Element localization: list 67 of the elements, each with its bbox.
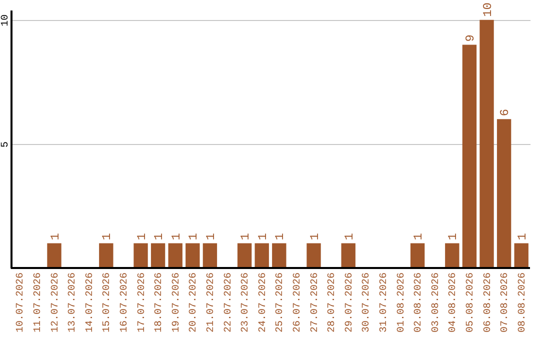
x-tick-label: 14.07.2026 [84, 272, 96, 333]
bar [99, 243, 114, 268]
bar [150, 243, 166, 268]
x-tick-label: 17.07.2026 [136, 272, 148, 333]
x-tick-label: 11.07.2026 [32, 272, 44, 333]
data-label: 1 [48, 232, 62, 240]
x-tick-label: 12.07.2026 [50, 272, 62, 333]
bar [47, 243, 62, 268]
data-label: 1 [446, 232, 460, 240]
x-tick-label: 13.07.2026 [68, 272, 79, 333]
data-label: 10 [480, 2, 495, 17]
x-tick-label: 19.07.2026 [171, 272, 182, 333]
x-tick-label: 24.07.2026 [258, 272, 269, 333]
x-tick-label: 15.07.2026 [102, 272, 114, 333]
data-label: 1 [256, 232, 270, 240]
x-tick-label: 16.07.2026 [119, 272, 130, 333]
data-label: 1 [134, 232, 149, 240]
x-tick-label: 21.07.2026 [206, 272, 217, 333]
bar [480, 20, 494, 268]
bar [134, 243, 148, 268]
x-tick-label: 22.07.2026 [223, 272, 234, 333]
bar [496, 119, 512, 268]
data-label: 1 [204, 232, 218, 240]
bar [202, 243, 218, 268]
bar [445, 243, 460, 268]
x-tick-label: 25.07.2026 [275, 272, 286, 333]
data-label: 1 [238, 232, 253, 240]
x-tick-label: 18.07.2026 [154, 272, 166, 333]
x-tick-label: 10.07.2026 [16, 272, 27, 333]
x-tick-label: 30.07.2026 [362, 272, 373, 333]
bar [462, 44, 477, 268]
x-tick-label: 31.07.2026 [378, 272, 390, 333]
x-tick-label: 26.07.2026 [292, 272, 304, 333]
data-label: 9 [463, 34, 478, 42]
x-tick-label: 05.08.2026 [465, 272, 476, 333]
x-tick-label: 23.07.2026 [240, 272, 252, 333]
data-label: 1 [169, 232, 184, 240]
y-tick-label: 5 [0, 141, 12, 148]
bar [237, 243, 252, 268]
data-label: 1 [342, 232, 356, 240]
bar [168, 243, 182, 268]
data-label: 1 [412, 232, 426, 240]
bar [254, 243, 269, 268]
bar [186, 243, 200, 268]
x-tick-label: 28.07.2026 [327, 272, 338, 333]
data-label: 1 [186, 232, 201, 240]
x-tick-label: 20.07.2026 [188, 272, 200, 333]
x-tick-label: 04.08.2026 [448, 272, 460, 333]
data-label: 1 [152, 232, 166, 240]
x-tick-label: 03.08.2026 [430, 272, 442, 333]
data-label: 1 [515, 232, 530, 240]
bar [341, 243, 356, 268]
bar [410, 243, 425, 268]
bar [306, 243, 321, 268]
data-label: 1 [308, 232, 322, 240]
x-tick-label: 06.08.2026 [482, 272, 494, 333]
x-tick-label: 08.08.2026 [517, 272, 528, 333]
data-label: 1 [273, 232, 288, 240]
bar [272, 243, 286, 268]
x-tick-label: 29.07.2026 [344, 272, 356, 333]
data-label: 6 [498, 108, 512, 116]
bar [514, 243, 528, 268]
x-tick-label: 01.08.2026 [396, 272, 408, 333]
x-tick-label: 27.07.2026 [310, 272, 321, 333]
x-tick-label: 02.08.2026 [414, 272, 425, 333]
data-label: 1 [100, 232, 114, 240]
x-tick-label: 07.08.2026 [500, 272, 512, 333]
